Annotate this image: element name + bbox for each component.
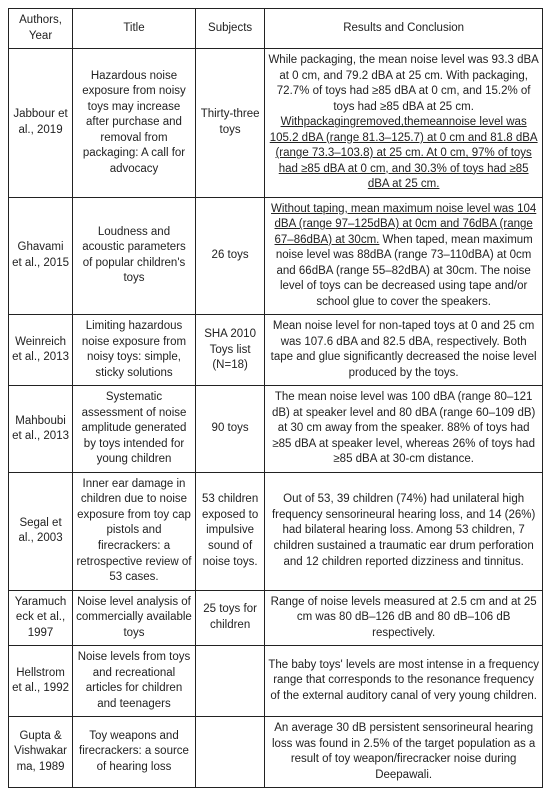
cell-subjects: SHA 2010 Toys list (N=18) <box>195 315 264 386</box>
cell-results: An average 30 dB persistent sensorineura… <box>265 717 543 788</box>
table-row: Segal et al., 2003Inner ear damage in ch… <box>9 472 543 590</box>
cell-title: Inner ear damage in children due to nois… <box>73 472 196 590</box>
col-subjects-header: Subjects <box>195 9 264 49</box>
table-row: Ghavami et al., 2015Loudness and acousti… <box>9 197 543 315</box>
cell-subjects: 53 children exposed to impulsive sound o… <box>195 472 264 590</box>
table-row: Jabbour et al., 2019Hazardous noise expo… <box>9 49 543 198</box>
cell-authors: Segal et al., 2003 <box>9 472 73 590</box>
cell-results: Out of 53, 39 children (74%) had unilate… <box>265 472 543 590</box>
results-text: Range of noise levels measured at 2.5 cm… <box>271 596 537 639</box>
results-text: Mean noise level for non-taped toys at 0… <box>271 320 537 379</box>
table-header: Authors, Year Title Subjects Results and… <box>9 9 543 49</box>
cell-results: The mean noise level was 100 dBA (range … <box>265 386 543 473</box>
cell-title: Loudness and acoustic parameters of popu… <box>73 197 196 315</box>
cell-subjects: 90 toys <box>195 386 264 473</box>
cell-authors: Ghavami et al., 2015 <box>9 197 73 315</box>
cell-results: The baby toys' levels are most intense i… <box>265 646 543 717</box>
table-row: Mahboubi et al., 2013Systematic assessme… <box>9 386 543 473</box>
cell-title: Systematic assessment of noise amplitude… <box>73 386 196 473</box>
results-text: The mean noise level was 100 dBA (range … <box>272 391 535 465</box>
col-authors-header: Authors, Year <box>9 9 73 49</box>
cell-authors: Jabbour et al., 2019 <box>9 49 73 198</box>
cell-results: Mean noise level for non-taped toys at 0… <box>265 315 543 386</box>
col-title-header: Title <box>73 9 196 49</box>
table-row: Weinreich et al., 2013Limiting hazardous… <box>9 315 543 386</box>
cell-title: Toy weapons and firecrackers: a source o… <box>73 717 196 788</box>
results-text: The baby toys' levels are most intense i… <box>268 659 539 702</box>
results-text: Out of 53, 39 children (74%) had unilate… <box>272 493 535 567</box>
table-row: Hellstrom et al., 1992Noise levels from … <box>9 646 543 717</box>
cell-title: Noise levels from toys and recreational … <box>73 646 196 717</box>
table-row: Gupta & Vishwakarma, 1989Toy weapons and… <box>9 717 543 788</box>
results-text: An average 30 dB persistent sensorineura… <box>272 722 535 781</box>
cell-authors: Weinreich et al., 2013 <box>9 315 73 386</box>
cell-authors: Mahboubi et al., 2013 <box>9 386 73 473</box>
results-text: Withpackagingremoved,themeannoise level … <box>270 116 538 190</box>
cell-subjects: 25 toys for children <box>195 590 264 646</box>
cell-subjects <box>195 717 264 788</box>
table-body: Jabbour et al., 2019Hazardous noise expo… <box>9 49 543 788</box>
cell-results: While packaging, the mean noise level wa… <box>265 49 543 198</box>
cell-subjects <box>195 646 264 717</box>
col-results-header: Results and Conclusion <box>265 9 543 49</box>
cell-subjects: 26 toys <box>195 197 264 315</box>
cell-authors: Yaramucheck et al., 1997 <box>9 590 73 646</box>
cell-results: Without taping, mean maximum noise level… <box>265 197 543 315</box>
cell-title: Limiting hazardous noise exposure from n… <box>73 315 196 386</box>
cell-subjects: Thirty-three toys <box>195 49 264 198</box>
results-text: While packaging, the mean noise level wa… <box>268 54 538 113</box>
table-row: Yaramucheck et al., 1997Noise level anal… <box>9 590 543 646</box>
cell-title: Hazardous noise exposure from noisy toys… <box>73 49 196 198</box>
cell-authors: Gupta & Vishwakarma, 1989 <box>9 717 73 788</box>
cell-title: Noise level analysis of commercially ava… <box>73 590 196 646</box>
cell-results: Range of noise levels measured at 2.5 cm… <box>265 590 543 646</box>
studies-table: Authors, Year Title Subjects Results and… <box>8 8 543 788</box>
cell-authors: Hellstrom et al., 1992 <box>9 646 73 717</box>
